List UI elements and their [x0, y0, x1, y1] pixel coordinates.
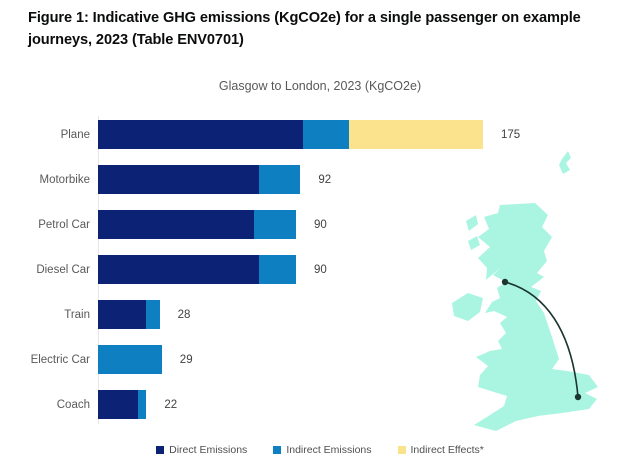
category-label: Plane — [60, 128, 90, 141]
total-value-label: 22 — [164, 398, 178, 411]
total-value-label: 175 — [500, 128, 521, 141]
legend-swatch-direct-emissions — [156, 446, 165, 454]
bar-segment-direct-emissions — [98, 120, 303, 149]
category-label: Electric Car — [30, 353, 90, 366]
bar-segment-direct-emissions — [98, 300, 147, 329]
stacked-bar — [98, 165, 301, 194]
great-britain-mainland-shape — [474, 203, 598, 431]
route-line-glasgow-london — [504, 281, 579, 398]
bar-segment-indirect-emissions — [146, 300, 160, 329]
chart-row-motorbike: Motorbike 92 — [8, 157, 548, 202]
stacked-bar — [98, 255, 296, 284]
category-label: Motorbike — [39, 173, 91, 186]
chart-row-plane: Plane 175 — [8, 112, 548, 157]
chart-row-train: Train 28 — [8, 292, 548, 337]
legend-item-indirect-emissions: Indirect Emissions — [273, 444, 372, 456]
category-label: Coach — [56, 398, 90, 411]
bar-segment-indirect-effects — [348, 120, 483, 149]
category-label: Train — [64, 308, 90, 321]
bar-chart: Plane 175 Motorbike 92 Petrol Car 90 Diesel Ca… — [8, 112, 548, 427]
total-value-label: 29 — [179, 353, 193, 366]
category-label: Diesel Car — [36, 263, 90, 276]
legend-label: Indirect Effects* — [410, 444, 484, 456]
bar-segment-indirect-emissions — [258, 165, 301, 194]
legend-label: Indirect Emissions — [286, 444, 372, 456]
total-value-label: 90 — [313, 263, 327, 276]
category-label: Petrol Car — [38, 218, 90, 231]
bar-segment-direct-emissions — [98, 255, 259, 284]
legend-swatch-indirect-effects — [397, 446, 406, 454]
chart-row-electric-car: Electric Car 29 — [8, 337, 548, 382]
bar-segment-direct-emissions — [98, 390, 138, 419]
bar-segment-indirect-emissions — [258, 255, 296, 284]
chart-row-diesel-car: Diesel Car 90 — [8, 247, 548, 292]
skye-island-shape — [468, 236, 480, 250]
bar-segment-direct-emissions — [98, 210, 255, 239]
northern-ireland-shape — [452, 293, 483, 321]
legend-swatch-indirect-emissions — [273, 446, 282, 454]
bar-segment-indirect-emissions — [254, 210, 296, 239]
bar-segment-indirect-emissions — [302, 120, 349, 149]
stacked-bar — [98, 300, 160, 329]
bar-segment-indirect-emissions — [98, 345, 162, 374]
chart-legend: Direct Emissions Indirect Emissions Indire… — [100, 444, 540, 456]
shetland-islands-shape — [559, 151, 571, 174]
total-value-label: 90 — [313, 218, 327, 231]
stacked-bar — [98, 345, 162, 374]
great-britain-map — [452, 151, 598, 431]
legend-item-direct-emissions: Direct Emissions — [156, 444, 247, 456]
total-value-label: 28 — [177, 308, 191, 321]
hebrides-island-shape — [466, 215, 478, 231]
chart-title: Glasgow to London, 2023 (KgCO2e) — [218, 79, 422, 93]
legend-label: Direct Emissions — [169, 444, 248, 456]
glasgow-point — [501, 278, 509, 286]
chart-row-coach: Coach 22 — [8, 382, 548, 427]
chart-row-petrol-car: Petrol Car 90 — [8, 202, 548, 247]
bar-segment-indirect-emissions — [137, 390, 147, 419]
stacked-bar — [98, 210, 296, 239]
london-point — [574, 393, 582, 401]
stacked-bar — [98, 120, 483, 149]
total-value-label: 92 — [318, 173, 332, 186]
stacked-bar — [98, 390, 147, 419]
legend-item-indirect-effects: Indirect Effects* — [397, 444, 484, 456]
figure-title: Figure 1: Indicative GHG emissions (KgCO… — [28, 10, 581, 48]
bar-segment-direct-emissions — [98, 165, 259, 194]
